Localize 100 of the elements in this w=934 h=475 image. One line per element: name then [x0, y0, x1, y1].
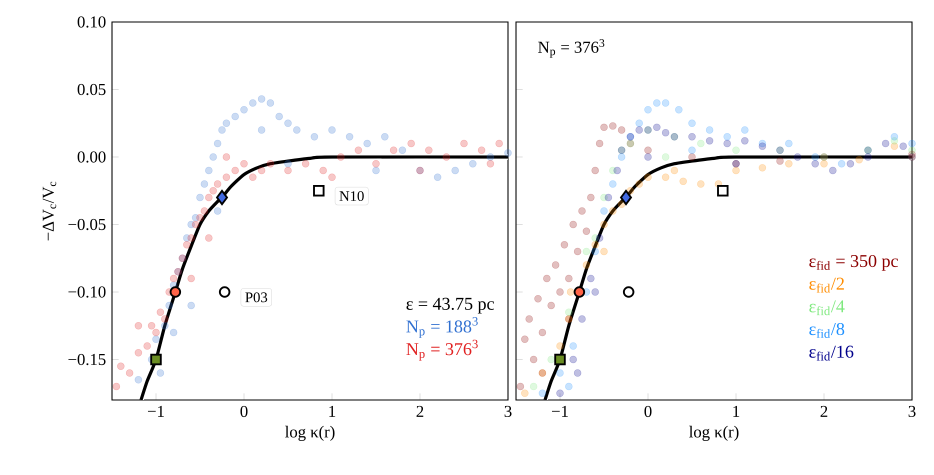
- point: [578, 315, 586, 323]
- point: [390, 146, 398, 154]
- point: [293, 126, 301, 134]
- point: [170, 286, 182, 298]
- point: [574, 369, 582, 377]
- point: [864, 153, 872, 161]
- point: [521, 336, 529, 343]
- point: [582, 228, 590, 235]
- point: [200, 180, 208, 188]
- point: [319, 166, 327, 174]
- text: N$_{p}$ = 376$^{3}$: [406, 340, 478, 361]
- point: [170, 328, 178, 336]
- point: [214, 140, 222, 148]
- point: [275, 112, 283, 120]
- point: [170, 274, 178, 282]
- point: [205, 166, 213, 174]
- x-tick-label: 3: [504, 406, 512, 418]
- text: ε$_{fid}$/16: [809, 346, 854, 361]
- point: [231, 166, 239, 174]
- point: [591, 241, 599, 248]
- point: [566, 288, 574, 296]
- point: [205, 234, 213, 242]
- point: [838, 160, 846, 168]
- point: [618, 153, 626, 161]
- point: [596, 140, 604, 148]
- point: [117, 362, 125, 370]
- point: [741, 126, 749, 134]
- point: [460, 140, 468, 148]
- point: [556, 369, 564, 377]
- point: [284, 166, 292, 174]
- point: [258, 126, 266, 134]
- point: [152, 328, 160, 336]
- point: [249, 174, 257, 181]
- text: N$_{p}$ = 188$^{3}$: [406, 317, 478, 338]
- point: [478, 146, 486, 154]
- y-tick-label: 0.10: [78, 16, 106, 28]
- point: [469, 160, 477, 168]
- point: [723, 140, 731, 148]
- point: [565, 382, 573, 390]
- point: [156, 308, 164, 316]
- point: [310, 133, 318, 140]
- point: [258, 95, 266, 103]
- point: [556, 390, 564, 397]
- point: [187, 274, 195, 282]
- point: [899, 142, 907, 150]
- point: [706, 137, 714, 145]
- point: [662, 128, 670, 136]
- point: [569, 220, 577, 228]
- point: [591, 166, 599, 174]
- point: [846, 160, 854, 168]
- point: [688, 146, 696, 154]
- point: [534, 295, 542, 302]
- point: [626, 187, 634, 194]
- point: [717, 185, 729, 196]
- point: [697, 140, 705, 148]
- point: [134, 349, 142, 356]
- point: [554, 354, 566, 366]
- point: [644, 174, 652, 181]
- point: [578, 207, 586, 215]
- point: [530, 356, 538, 364]
- point: [337, 153, 345, 161]
- point: [150, 354, 162, 366]
- point: [547, 302, 555, 310]
- y-axis-title: −ΔV$_{c}$/V$_{c}$: [42, 182, 56, 240]
- point: [688, 153, 696, 161]
- point: [442, 153, 450, 161]
- point: [908, 146, 916, 154]
- point: [302, 160, 310, 168]
- point: [284, 120, 292, 127]
- point: [240, 160, 248, 168]
- point: [582, 248, 590, 256]
- point: [635, 180, 643, 188]
- point: [161, 315, 169, 323]
- point: [372, 160, 380, 168]
- point: [328, 126, 336, 134]
- point: [134, 322, 142, 330]
- annotation: P03: [245, 292, 268, 302]
- point: [776, 157, 784, 165]
- point: [569, 342, 577, 350]
- point: [134, 376, 142, 384]
- point: [192, 220, 200, 228]
- point: [600, 220, 608, 228]
- point: [258, 166, 266, 174]
- point: [354, 146, 362, 154]
- point: [890, 133, 898, 140]
- text: ε$_{fid}$/8: [809, 322, 844, 338]
- point: [688, 133, 696, 140]
- point: [653, 99, 661, 107]
- point: [249, 99, 257, 107]
- point: [732, 166, 740, 174]
- point: [372, 166, 380, 174]
- point: [556, 288, 564, 296]
- point: [591, 248, 599, 256]
- point: [209, 153, 217, 161]
- x-tick-label: 2: [820, 406, 828, 417]
- annotation: N$_{p}$ = 376$^{3}$: [538, 39, 604, 58]
- x-tick-label: 1: [733, 406, 740, 417]
- point: [811, 153, 819, 161]
- point: [486, 153, 494, 161]
- point: [183, 241, 191, 248]
